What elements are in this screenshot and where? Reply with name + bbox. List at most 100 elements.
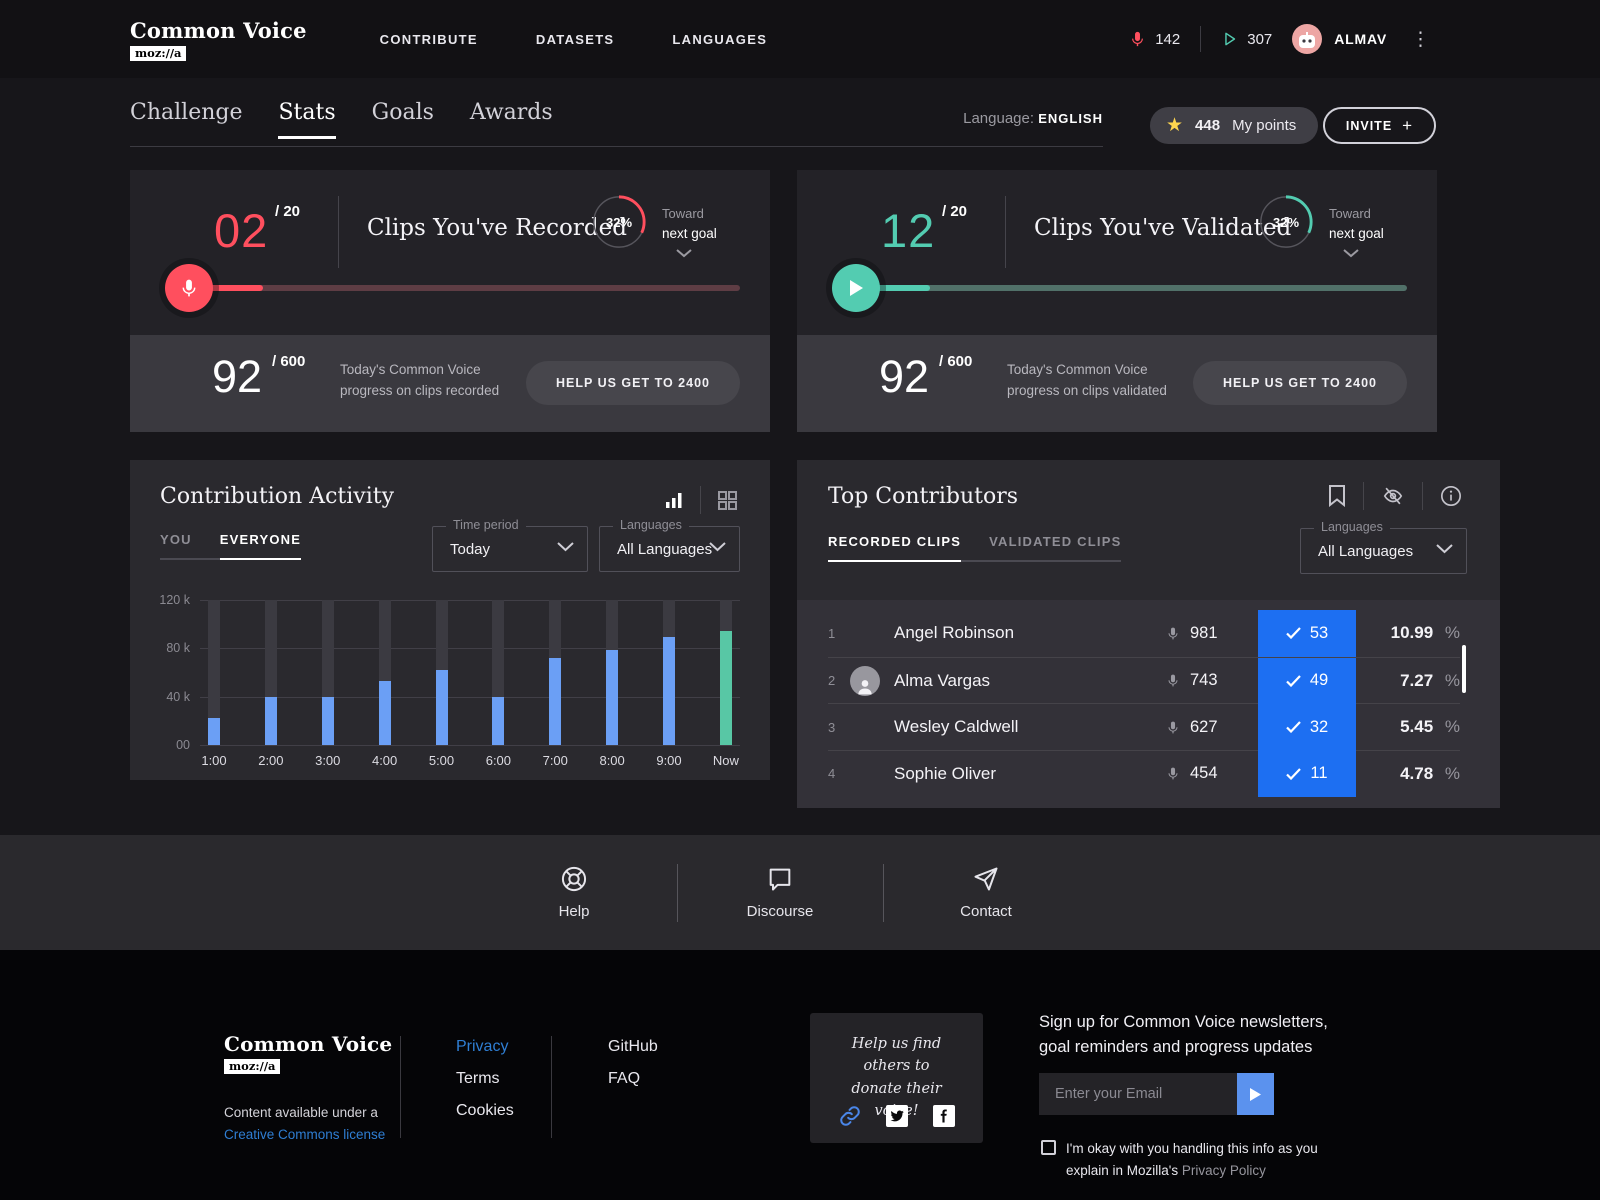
daily-description: Today's Common Voice progress on clips r… xyxy=(340,362,500,398)
faq-link[interactable]: FAQ xyxy=(608,1070,641,1087)
bar-chart-view-icon[interactable] xyxy=(664,490,684,510)
validated-clips-cell: 32 xyxy=(1258,704,1356,751)
divider xyxy=(551,1036,552,1138)
x-tick-label: 6:00 xyxy=(485,753,512,768)
daily-progress-band: 92 / 600 Today's Common Voice progress o… xyxy=(797,335,1437,432)
time-period-select[interactable]: Time period Today xyxy=(432,518,588,572)
points-label: My points xyxy=(1232,117,1297,134)
play-button[interactable] xyxy=(832,264,880,312)
help-us-button[interactable]: HELP US GET TO 2400 xyxy=(525,361,740,405)
play-outline-icon xyxy=(1221,30,1238,48)
x-tick-label: 8:00 xyxy=(599,753,625,768)
invite-button[interactable]: INVITE + xyxy=(1323,107,1436,144)
chart-bars: 1:00 2:00 3:00 4:00 5:00 6:00 7:00 8:00 9:00 Now xyxy=(201,600,739,768)
tab-awards[interactable]: Awards xyxy=(469,100,553,125)
percent-sign: % xyxy=(1440,763,1460,783)
validated-stats-card: 12 / 20 Clips You've Validated 32% Towar… xyxy=(797,170,1437,432)
tab-stats[interactable]: Stats xyxy=(278,100,336,139)
github-link[interactable]: GitHub xyxy=(608,1038,658,1055)
chart-bar[interactable]: 9:00 xyxy=(656,600,682,768)
recorded-clips-cell: 743 xyxy=(1166,671,1258,690)
recorded-clips-cell: 627 xyxy=(1166,718,1258,737)
contributor-row[interactable]: 3 Wesley Caldwell 627 32 5.45 % xyxy=(828,703,1460,751)
tab-you[interactable]: YOU xyxy=(160,532,192,547)
newsletter-submit-button[interactable] xyxy=(1237,1073,1274,1115)
percent-cell: 10.99 % xyxy=(1356,623,1460,643)
x-tick-label: 7:00 xyxy=(542,753,568,768)
chart-bar[interactable]: Now xyxy=(713,600,739,768)
brand-logo[interactable]: Common Voice moz://a xyxy=(130,18,307,61)
contributor-row[interactable]: 1 Angel Robinson 981 53 10.99 % xyxy=(828,610,1460,657)
tab-validated-clips[interactable]: VALIDATED CLIPS xyxy=(989,534,1122,549)
user-menu[interactable]: ALMAV xyxy=(1292,24,1387,54)
gridline: 00 xyxy=(176,738,740,752)
chevron-down-icon[interactable] xyxy=(1343,249,1384,258)
contributor-rank: 1 xyxy=(828,625,836,641)
recorded-count-stat[interactable]: 142 xyxy=(1129,29,1180,49)
contact-link[interactable]: Contact xyxy=(884,865,1089,920)
record-button[interactable] xyxy=(165,264,213,312)
my-points-badge[interactable]: ★ 448 My points xyxy=(1150,107,1319,144)
contributor-name: Sophie Oliver xyxy=(894,763,997,783)
validated-count: 307 xyxy=(1247,30,1273,48)
goal-donut: 32% xyxy=(1257,193,1315,251)
twitter-icon[interactable] xyxy=(885,1105,908,1127)
contributor-row[interactable]: 4 Sophie Oliver 454 11 4.78 % xyxy=(828,749,1460,797)
footer-brand[interactable]: Common Voice moz://a xyxy=(224,1032,392,1074)
chart-bar[interactable]: 5:00 xyxy=(429,600,454,768)
cookies-link[interactable]: Cookies xyxy=(456,1102,514,1119)
chart-bar[interactable]: 6:00 xyxy=(486,600,511,768)
chart-bar[interactable]: 4:00 xyxy=(372,600,397,768)
chart-bar[interactable]: 7:00 xyxy=(543,600,568,768)
discourse-link[interactable]: Discourse xyxy=(678,865,883,920)
tab-everyone[interactable]: EVERYONE xyxy=(219,532,302,560)
consent-checkbox[interactable] xyxy=(1041,1140,1056,1155)
privacy-policy-link[interactable]: Privacy Policy xyxy=(1181,1162,1266,1178)
chart-bar[interactable]: 2:00 xyxy=(258,600,284,768)
divider xyxy=(338,196,339,268)
nav-link-contribute[interactable]: CONTRIBUTE xyxy=(379,31,478,47)
copy-link-icon[interactable] xyxy=(839,1105,861,1127)
bookmark-icon[interactable] xyxy=(1328,485,1346,507)
tab-challenge[interactable]: Challenge xyxy=(130,100,243,125)
help-us-button[interactable]: HELP US GET TO 2400 xyxy=(1192,361,1407,405)
chart-bar[interactable]: 8:00 xyxy=(599,600,625,768)
validated-count-stat[interactable]: 307 xyxy=(1221,30,1272,48)
creative-commons-link[interactable]: Creative Commons license xyxy=(224,1126,386,1142)
email-input[interactable] xyxy=(1039,1073,1237,1115)
contributor-row[interactable]: 2 Alma Vargas 743 49 7.27 % xyxy=(828,656,1460,704)
languages-label: Languages xyxy=(1314,520,1390,534)
percent-value: 10.99 xyxy=(1390,623,1434,643)
nav-link-languages[interactable]: LANGUAGES xyxy=(672,31,768,47)
eye-off-icon[interactable] xyxy=(1381,485,1405,507)
help-label: Help xyxy=(558,903,590,920)
activity-language-select[interactable]: Languages All Languages xyxy=(599,518,740,572)
chevron-down-icon[interactable] xyxy=(676,249,717,258)
kebab-menu-icon[interactable]: ⋮ xyxy=(1411,28,1430,50)
y-tick-label: 00 xyxy=(176,738,190,752)
tab-goals[interactable]: Goals xyxy=(371,100,434,125)
x-tick-label: 4:00 xyxy=(371,753,398,768)
help-link[interactable]: Help xyxy=(472,865,677,920)
recorded-value: 02 xyxy=(214,204,269,257)
facebook-icon[interactable] xyxy=(932,1105,955,1127)
grid-view-icon[interactable] xyxy=(717,490,738,511)
info-icon[interactable] xyxy=(1440,485,1462,507)
validated-count: 32 xyxy=(1309,717,1329,736)
donut-percent: 32% xyxy=(605,214,633,230)
nav-link-datasets[interactable]: DATASETS xyxy=(535,31,615,47)
brand-name: Common Voice xyxy=(130,17,307,43)
validated-clips-cell: 11 xyxy=(1258,750,1356,797)
chart-bar[interactable]: 1:00 xyxy=(201,600,227,768)
recorded-count: 981 xyxy=(1190,623,1218,642)
percent-cell: 7.27 % xyxy=(1356,671,1460,691)
contributors-language-select[interactable]: Languages All Languages xyxy=(1300,520,1467,574)
contributors-tabs: RECORDED CLIPS VALIDATED CLIPS xyxy=(828,534,1122,562)
terms-link[interactable]: Terms xyxy=(456,1070,500,1087)
tab-recorded-clips[interactable]: RECORDED CLIPS xyxy=(828,534,962,562)
chart-bar[interactable]: 3:00 xyxy=(315,600,340,768)
footer-links-resources: GitHub FAQ xyxy=(608,1038,658,1088)
mic-icon xyxy=(1168,767,1178,780)
privacy-link[interactable]: Privacy xyxy=(456,1038,509,1055)
scrollbar-thumb[interactable] xyxy=(1462,645,1466,693)
